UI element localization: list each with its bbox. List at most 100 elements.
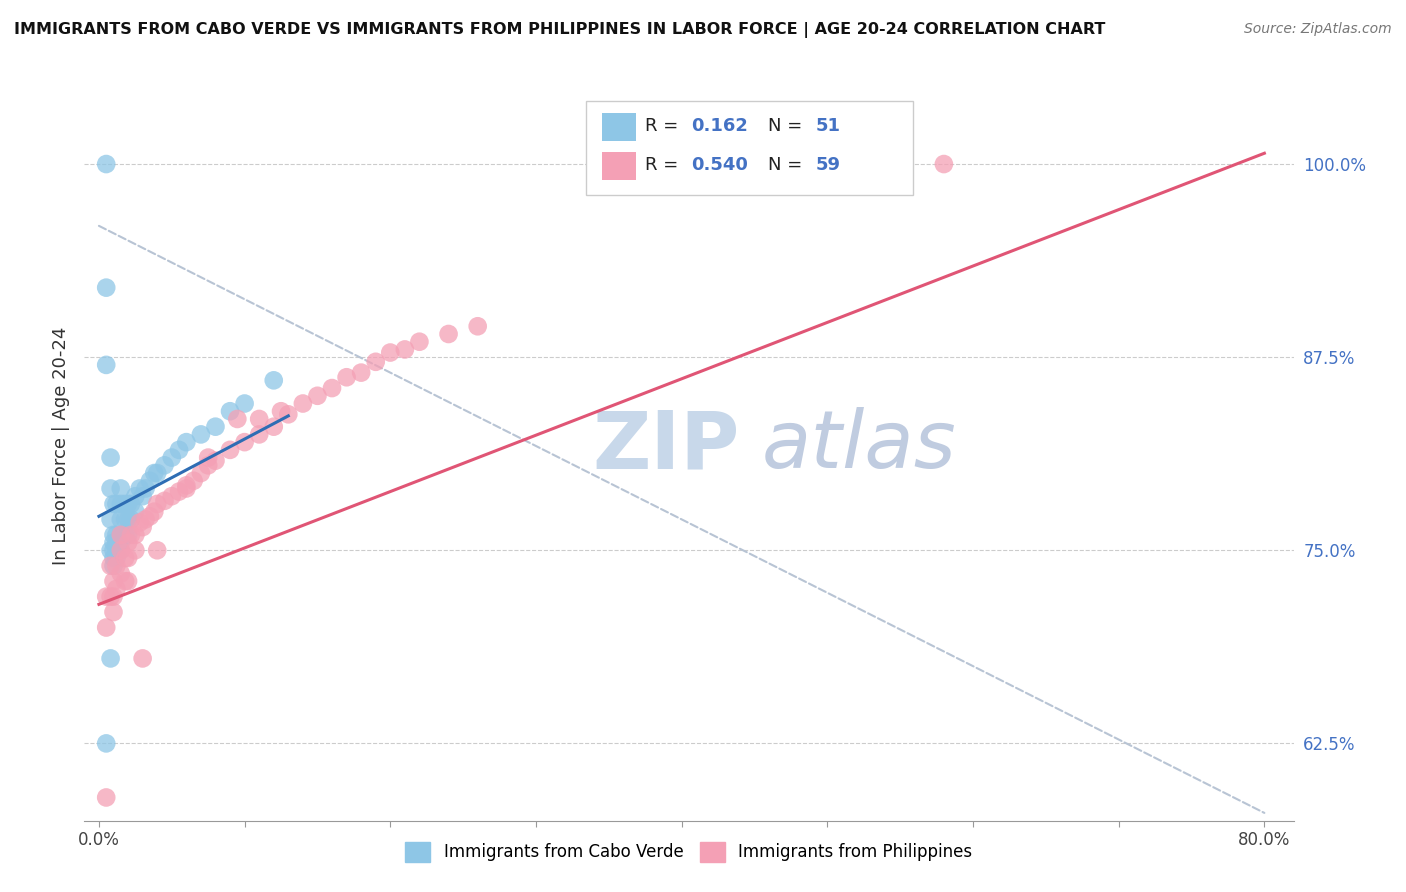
FancyBboxPatch shape (602, 152, 636, 180)
Text: Source: ZipAtlas.com: Source: ZipAtlas.com (1244, 22, 1392, 37)
Point (176, 482, 198, 496)
Point (219, 404, 242, 418)
Point (114, 528, 136, 542)
Point (110, 528, 132, 542)
Point (103, 497, 125, 511)
Point (146, 497, 169, 511)
Point (105, 497, 128, 511)
Text: 0.540: 0.540 (692, 156, 748, 174)
Point (117, 535, 139, 549)
Point (190, 466, 212, 480)
Point (117, 497, 139, 511)
Point (117, 551, 139, 566)
Point (110, 528, 132, 542)
Point (96, 736, 118, 750)
Point (350, 366, 373, 380)
Legend: Immigrants from Cabo Verde, Immigrants from Philippines: Immigrants from Cabo Verde, Immigrants f… (399, 835, 979, 869)
Point (114, 574, 136, 589)
Point (110, 482, 132, 496)
Point (117, 528, 139, 542)
Point (176, 478, 198, 492)
Point (96, 621, 118, 635)
Point (120, 497, 142, 511)
Point (467, 319, 489, 334)
Point (114, 551, 136, 566)
Point (190, 427, 212, 442)
Point (160, 489, 183, 503)
Point (131, 520, 153, 534)
Point (117, 512, 139, 526)
Point (124, 528, 146, 542)
Point (263, 419, 285, 434)
Point (135, 482, 157, 496)
Point (100, 512, 122, 526)
Point (128, 482, 150, 496)
Point (100, 450, 122, 465)
Point (105, 551, 128, 566)
Point (110, 566, 132, 581)
Point (103, 551, 125, 566)
Point (103, 590, 125, 604)
Text: ZIP: ZIP (592, 407, 740, 485)
Y-axis label: In Labor Force | Age 20-24: In Labor Force | Age 20-24 (52, 326, 70, 566)
Point (183, 474, 205, 488)
Text: 0.162: 0.162 (692, 117, 748, 135)
Point (394, 343, 416, 357)
Point (110, 543, 132, 558)
Point (100, 482, 122, 496)
Point (105, 528, 128, 542)
Text: IMMIGRANTS FROM CABO VERDE VS IMMIGRANTS FROM PHILIPPINES IN LABOR FORCE | AGE 2: IMMIGRANTS FROM CABO VERDE VS IMMIGRANTS… (14, 22, 1105, 38)
Point (103, 543, 125, 558)
Point (263, 373, 285, 387)
Point (100, 543, 122, 558)
Point (204, 419, 226, 434)
Point (105, 558, 128, 573)
Point (247, 412, 270, 426)
Point (103, 535, 125, 549)
Point (100, 651, 122, 665)
Point (128, 516, 150, 530)
Point (143, 505, 166, 519)
Point (364, 355, 387, 369)
Point (307, 389, 329, 403)
Text: N =: N = (768, 117, 807, 135)
Point (103, 528, 125, 542)
Point (105, 582, 128, 596)
Point (204, 453, 226, 467)
Text: 51: 51 (815, 117, 841, 135)
Point (247, 427, 270, 442)
Point (143, 466, 166, 480)
Point (219, 442, 242, 457)
Point (96, 358, 118, 372)
Point (100, 590, 122, 604)
Point (153, 493, 176, 508)
Point (226, 412, 249, 426)
Point (277, 407, 299, 421)
Point (167, 484, 190, 499)
Point (120, 512, 142, 526)
Point (117, 574, 139, 589)
Point (233, 396, 256, 410)
Point (114, 512, 136, 526)
Text: 59: 59 (815, 156, 841, 174)
Point (321, 381, 343, 395)
Point (110, 497, 132, 511)
Point (96, 280, 118, 294)
Point (408, 334, 430, 349)
Point (291, 396, 314, 410)
Point (380, 345, 402, 359)
Point (124, 489, 146, 503)
Point (336, 370, 359, 384)
Text: N =: N = (768, 156, 807, 174)
Point (110, 512, 132, 526)
Point (96, 157, 118, 171)
Point (932, 157, 955, 171)
Point (135, 512, 157, 526)
Text: R =: R = (645, 156, 685, 174)
Point (167, 442, 190, 457)
Text: atlas: atlas (762, 407, 956, 485)
Point (103, 574, 125, 589)
FancyBboxPatch shape (586, 102, 912, 195)
Point (120, 528, 142, 542)
Point (131, 489, 153, 503)
